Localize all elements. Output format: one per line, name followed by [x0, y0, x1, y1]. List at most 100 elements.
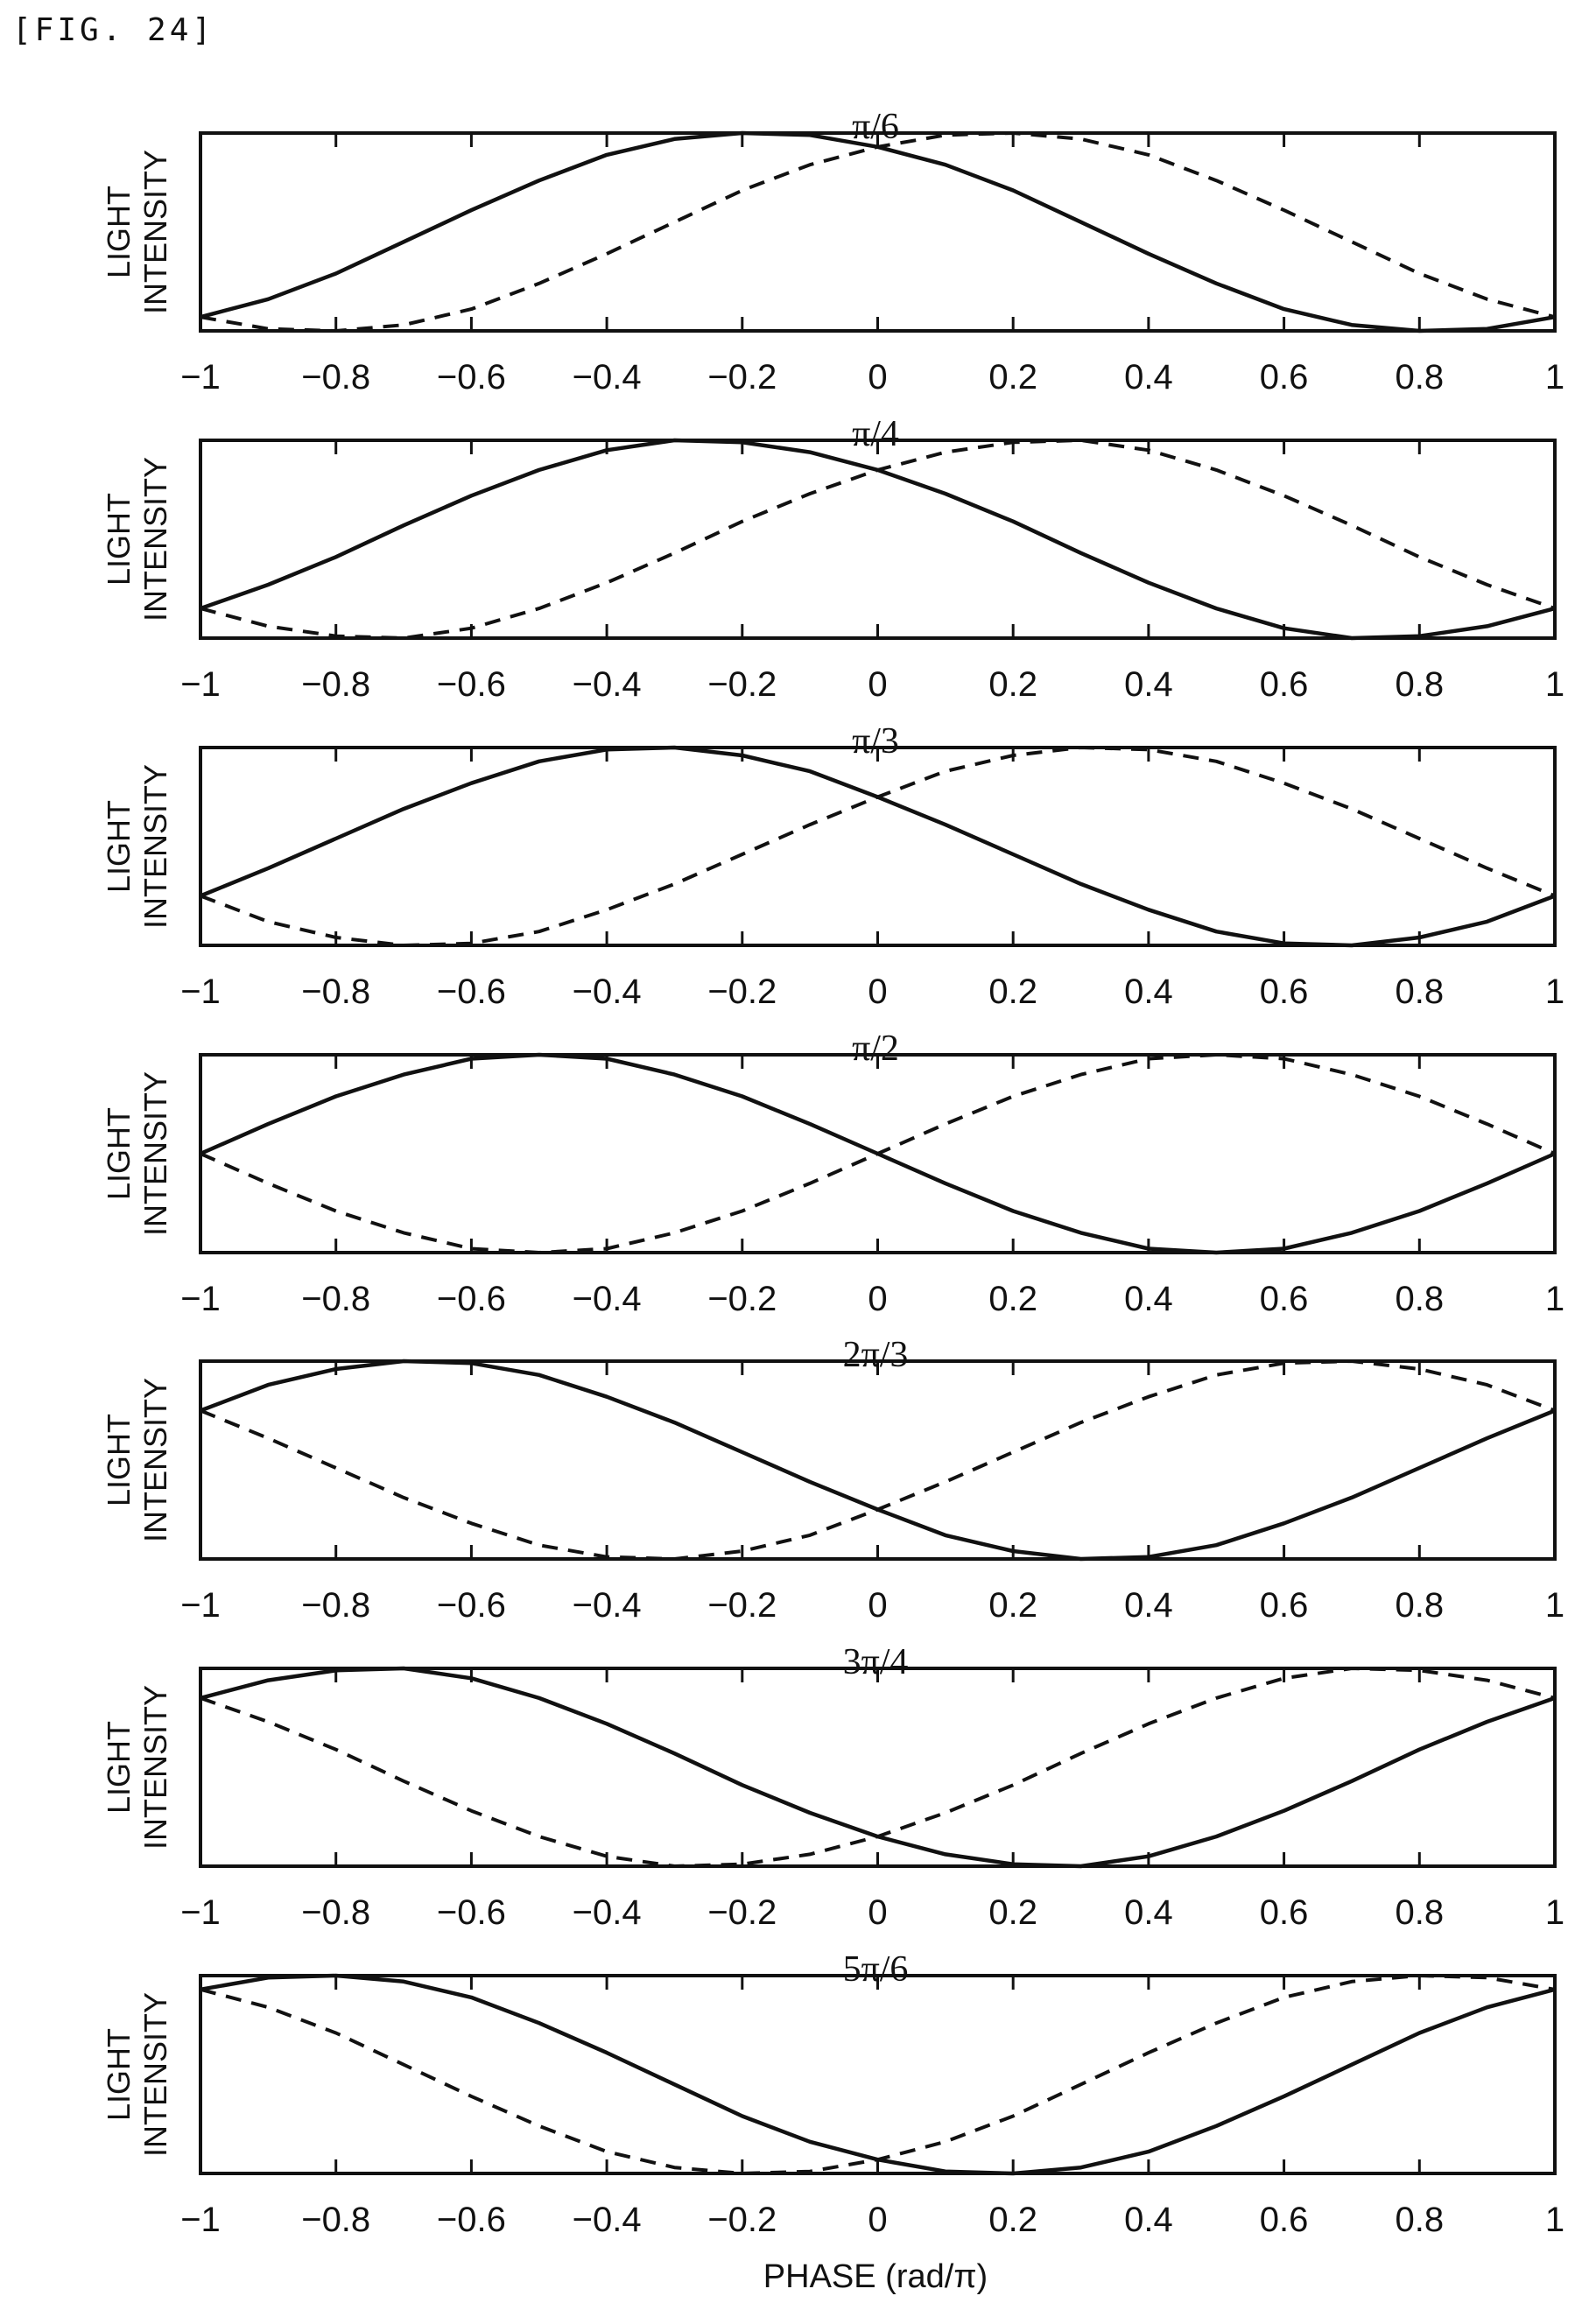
- series-line-solid: [200, 1973, 1556, 2176]
- y-axis-label: LIGHT: [101, 1414, 137, 1506]
- x-tick-label: 0.8: [1395, 2201, 1444, 2239]
- axes-frame: [199, 131, 1557, 333]
- x-tick-label: −0.8: [301, 972, 370, 1011]
- panel-title: π/3: [852, 721, 899, 762]
- panel-title: π/6: [852, 107, 899, 147]
- x-tick-label: −1: [180, 358, 221, 397]
- x-tick-label: 0.4: [1124, 972, 1173, 1011]
- panel-title: 2π/3: [843, 1335, 909, 1375]
- x-tick-label: −0.4: [573, 1586, 642, 1625]
- y-axis-label: LIGHT: [101, 2028, 137, 2121]
- x-tick-label: 0.2: [988, 1893, 1037, 1932]
- x-tick-label: −1: [180, 1280, 221, 1318]
- x-tick-label: −0.2: [707, 358, 777, 397]
- panel-title: π/2: [852, 1029, 899, 1069]
- series-line-solid: [200, 1359, 1556, 1562]
- x-tick-label: −0.8: [301, 1893, 370, 1932]
- chart-panel-7: −1 −0.8 −0.6 −0.4 −0.2 0 0.2 0.4 0.6 0.8 1 5π/6 LIGH…: [101, 1949, 1564, 2295]
- x-tick-label: 0: [868, 665, 887, 704]
- x-tick-label: 0.6: [1260, 1280, 1309, 1318]
- y-axis-label: INTENSITY: [137, 1992, 173, 2157]
- x-tick-label: −1: [180, 665, 221, 704]
- chart-panel-5: −1 −0.8 −0.6 −0.4 −0.2 0 0.2 0.4 0.6 0.8 1 2π/3 LIGH…: [101, 1335, 1564, 1625]
- x-tick-label: −0.4: [573, 358, 642, 397]
- x-tick-label: 0.6: [1260, 2201, 1309, 2239]
- x-tick-label: −0.8: [301, 2201, 370, 2239]
- x-tick-label: −0.4: [573, 665, 642, 704]
- x-tick-label: 0: [868, 1280, 887, 1318]
- x-tick-label: −0.2: [707, 1586, 777, 1625]
- y-axis-label: LIGHT: [101, 1721, 137, 1814]
- x-axis-label: PHASE (rad/π): [763, 2258, 988, 2295]
- x-tick-label: 1: [1545, 358, 1564, 397]
- x-tick-label: 0.8: [1395, 1893, 1444, 1932]
- panel-title: π/4: [852, 414, 899, 454]
- x-tick-label: −0.2: [707, 972, 777, 1011]
- y-axis-label: LIGHT: [101, 1107, 137, 1200]
- x-tick-label: 0.4: [1124, 665, 1173, 704]
- x-tick-label: −0.4: [573, 2201, 642, 2239]
- x-tick-label: −0.4: [573, 1280, 642, 1318]
- chart-panel-1: −1 −0.8 −0.6 −0.4 −0.2 0 0.2 0.4 0.6 0.8 1 π/6 LIGHT…: [101, 107, 1564, 397]
- x-tick-label: 0.6: [1260, 665, 1309, 704]
- x-tick-label: 0.4: [1124, 1586, 1173, 1625]
- panel-title: 5π/6: [843, 1949, 909, 1990]
- x-tick-label: 0.4: [1124, 1893, 1173, 1932]
- y-axis-label: LIGHT: [101, 800, 137, 893]
- x-tick-label: 0.2: [988, 358, 1037, 397]
- axes-frame: [199, 1974, 1557, 2175]
- y-axis-label: INTENSITY: [137, 1685, 173, 1850]
- x-tick-label: 0: [868, 358, 887, 397]
- x-tick-label: −0.2: [707, 1893, 777, 1932]
- x-tick-label: 0.2: [988, 2201, 1037, 2239]
- x-tick-label: −0.8: [301, 665, 370, 704]
- x-tick-label: −0.6: [437, 358, 506, 397]
- y-axis-label: INTENSITY: [137, 764, 173, 929]
- x-tick-label: −0.8: [301, 1586, 370, 1625]
- x-tick-label: −0.6: [437, 972, 506, 1011]
- series-line-dashed: [200, 131, 1556, 333]
- x-tick-label: 1: [1545, 972, 1564, 1011]
- y-axis-label: LIGHT: [101, 493, 137, 586]
- x-tick-label: −0.8: [301, 358, 370, 397]
- y-axis-label: INTENSITY: [137, 1378, 173, 1542]
- x-tick-label: 0.2: [988, 972, 1037, 1011]
- x-tick-label: 0.6: [1260, 358, 1309, 397]
- y-axis-label: INTENSITY: [137, 457, 173, 621]
- series-line-dashed: [200, 1974, 1556, 2175]
- x-tick-label: 0.6: [1260, 1893, 1309, 1932]
- series-line-dashed: [200, 1053, 1556, 1254]
- x-tick-label: 1: [1545, 1586, 1564, 1625]
- x-tick-label: 0.8: [1395, 358, 1444, 397]
- x-tick-label: 0: [868, 972, 887, 1011]
- x-tick-label: 0.4: [1124, 2201, 1173, 2239]
- axes-frame: [199, 746, 1557, 947]
- x-tick-label: 0.4: [1124, 1280, 1173, 1318]
- x-tick-label: −0.2: [707, 1280, 777, 1318]
- y-axis-label: LIGHT: [101, 186, 137, 278]
- x-tick-label: 0: [868, 2201, 887, 2239]
- x-tick-label: −1: [180, 2201, 221, 2239]
- x-tick-label: −0.6: [437, 1586, 506, 1625]
- series-line-dashed: [200, 439, 1556, 640]
- chart-panel-3: −1 −0.8 −0.6 −0.4 −0.2 0 0.2 0.4 0.6 0.8 1 π/3 LIGHT…: [101, 721, 1564, 1011]
- chart-panel-4: −1 −0.8 −0.6 −0.4 −0.2 0 0.2 0.4 0.6 0.8 1 π/2 LIGHT…: [101, 1029, 1564, 1318]
- series-line-dashed: [200, 1667, 1556, 1868]
- x-tick-label: 0.6: [1260, 972, 1309, 1011]
- x-tick-label: −1: [180, 1586, 221, 1625]
- series-line-dashed: [200, 1359, 1556, 1561]
- x-tick-label: −1: [180, 1893, 221, 1932]
- x-tick-label: 0: [868, 1893, 887, 1932]
- x-tick-label: 0.4: [1124, 358, 1173, 397]
- x-tick-label: 0.8: [1395, 1280, 1444, 1318]
- x-tick-label: 0.2: [988, 665, 1037, 704]
- x-tick-label: −0.4: [573, 1893, 642, 1932]
- y-axis-label: INTENSITY: [137, 150, 173, 314]
- chart-panel-2: −1 −0.8 −0.6 −0.4 −0.2 0 0.2 0.4 0.6 0.8 1 π/4 LIGHT…: [101, 414, 1564, 704]
- x-tick-label: 1: [1545, 1893, 1564, 1932]
- x-tick-label: 0: [868, 1586, 887, 1625]
- x-tick-label: 0.8: [1395, 1586, 1444, 1625]
- x-tick-label: −0.6: [437, 1280, 506, 1318]
- x-tick-label: 0.2: [988, 1280, 1037, 1318]
